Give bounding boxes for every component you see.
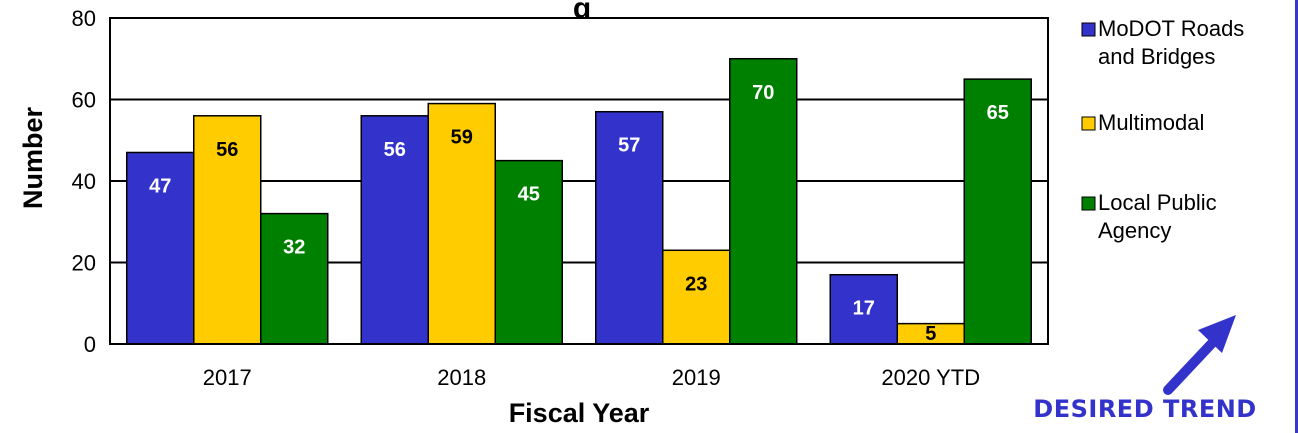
data-label: 56	[216, 139, 238, 161]
data-label: 17	[853, 298, 875, 320]
legend-label: Local Public	[1098, 190, 1217, 215]
plot-border	[109, 17, 1049, 345]
legend-label: and Bridges	[1098, 44, 1215, 69]
y-axis-label: Number	[18, 107, 48, 210]
data-label: 45	[518, 184, 540, 206]
data-label: 59	[451, 127, 473, 149]
x-tick-label: 2018	[437, 365, 486, 390]
y-tick-label: 80	[72, 6, 96, 31]
y-tick-label: 40	[72, 169, 96, 194]
data-label: 70	[752, 82, 774, 104]
y-tick-label: 60	[72, 88, 96, 113]
data-label: 23	[685, 273, 707, 295]
bar	[662, 249, 731, 345]
bar	[963, 78, 1032, 345]
right-border	[1295, 0, 1298, 433]
x-axis-label: Fiscal Year	[509, 398, 650, 428]
data-label: 5	[925, 323, 936, 345]
data-label: 47	[149, 175, 171, 197]
x-tick-label: 2020 YTD	[881, 365, 980, 390]
desired-trend-label: DESIRED TREND	[1033, 395, 1257, 423]
data-label: 57	[618, 135, 640, 157]
x-tick-label: 2017	[203, 365, 252, 390]
data-label: 56	[384, 139, 406, 161]
legend-swatch	[1081, 196, 1096, 211]
data-label: 32	[283, 237, 305, 259]
bar	[260, 212, 329, 345]
legend-label: Multimodal	[1098, 110, 1204, 135]
arrow-head-icon	[1198, 315, 1236, 353]
x-tick-label: 2019	[672, 365, 721, 390]
y-tick-label: 0	[84, 332, 96, 357]
bar	[427, 102, 496, 345]
legend-swatch	[1081, 116, 1096, 131]
bar	[494, 159, 563, 345]
bar	[729, 58, 798, 345]
bar	[595, 110, 664, 345]
legend-label: MoDOT Roads	[1098, 16, 1244, 41]
legend-label: Agency	[1098, 218, 1171, 243]
up-right-arrow-icon	[1163, 335, 1220, 395]
bar	[829, 273, 898, 345]
data-label: 65	[987, 102, 1009, 124]
legend-swatch	[1081, 22, 1096, 37]
y-tick-label: 20	[72, 251, 96, 276]
